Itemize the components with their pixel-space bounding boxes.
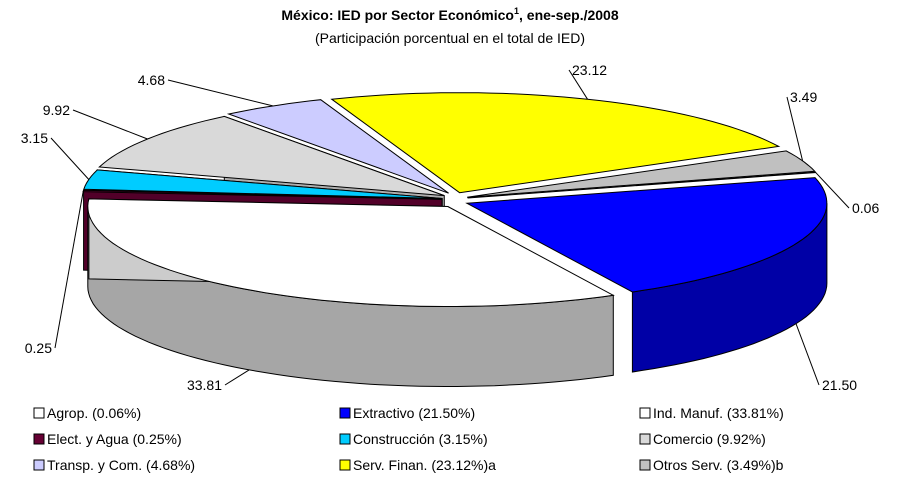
leader-line [568, 69, 588, 100]
value-label: 0.06 [852, 200, 879, 216]
title-main: México: IED por Sector Económico [281, 7, 514, 23]
value-label: 9.92 [43, 102, 70, 118]
title-suffix: , ene-sep./2008 [519, 7, 619, 23]
legend-label: Otros Serv. (3.49%)b [653, 457, 784, 473]
legend-swatch [339, 407, 351, 419]
legend-swatch [33, 433, 45, 445]
legend-label: Ind. Manuf. (33.81%) [653, 405, 784, 421]
leader-line [224, 369, 250, 386]
legend-swatch [33, 459, 45, 471]
chart-title: México: IED por Sector Económico1, ene-s… [281, 6, 618, 23]
leader-line [795, 323, 820, 386]
leader-line [54, 190, 84, 349]
legend-swatch [339, 459, 351, 471]
value-label: 23.12 [572, 62, 607, 78]
legend-label: Agrop. (0.06%) [47, 405, 141, 421]
value-label: 0.25 [25, 340, 52, 356]
legend-swatch [639, 407, 651, 419]
legend: Agrop. (0.06%) Extractivo (21.50%) Ind. Ma… [33, 405, 784, 473]
value-label: 21.50 [822, 377, 857, 393]
legend-label: Serv. Finan. (23.12%)a [353, 457, 496, 473]
legend-swatch [33, 407, 45, 419]
legend-label: Elect. y Agua (0.25%) [47, 431, 182, 447]
slice-top [87, 198, 615, 307]
value-labels: 0.06 21.50 33.81 0.25 3.15 9.92 4.68 23.12 3.49 [21, 62, 880, 393]
leader-line [50, 137, 90, 180]
value-label: 3.49 [790, 89, 817, 105]
value-label: 4.68 [138, 72, 165, 88]
legend-label: Transp. y Com. (4.68%) [47, 457, 195, 473]
legend-label: Comercio (9.92%) [653, 431, 766, 447]
leader-line [167, 79, 273, 107]
title-superscript: 1 [514, 6, 519, 16]
chart-subtitle: (Participación porcentual en el total de… [315, 30, 585, 46]
leader-line [815, 171, 850, 209]
value-label: 33.81 [187, 377, 222, 393]
slice-top [226, 99, 449, 194]
slice-top [465, 177, 828, 293]
legend-label: Construcción (3.15%) [353, 431, 488, 447]
legend-swatch [639, 433, 651, 445]
value-label: 3.15 [21, 130, 48, 146]
legend-swatch [339, 433, 351, 445]
pie-tops [82, 92, 828, 307]
legend-swatch [639, 459, 651, 471]
leader-line [72, 109, 148, 140]
legend-label: Extractivo (21.50%) [353, 405, 475, 421]
leader-line [786, 96, 804, 162]
